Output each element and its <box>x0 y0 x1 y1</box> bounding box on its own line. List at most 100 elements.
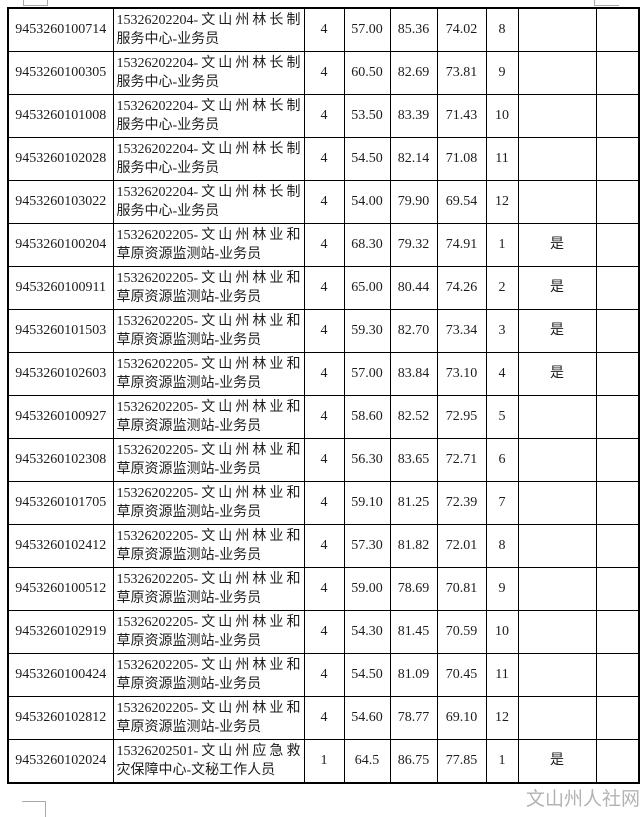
position-cell: 15326202205-文山州林业和 草原资源监测站-业务员 <box>112 696 305 740</box>
table-row: 9453260102919 15326202205-文山州林业和 草原资源监测站… <box>7 610 640 654</box>
remark-cell <box>595 223 640 267</box>
position-cell: 15326202501-文山州应急救 灾保障中心-文秘工作人员 <box>112 739 305 784</box>
rank-cell: 12 <box>485 180 519 224</box>
score-table: 9453260100714 15326202204-文山州林长制 服务中心-业务… <box>7 7 640 784</box>
interview-score-cell: 78.69 <box>389 567 438 611</box>
interview-score-cell: 82.14 <box>389 137 438 181</box>
remark-cell <box>595 137 640 181</box>
plan-count-cell: 4 <box>303 51 345 95</box>
position-line1: 15326202204-文山州林长制 <box>116 56 301 71</box>
plan-count-cell: 4 <box>303 7 345 52</box>
interview-score-cell: 82.69 <box>389 51 438 95</box>
position-line1: 15326202501-文山州应急救 <box>116 744 301 759</box>
qualified-flag-cell <box>517 180 597 224</box>
qualified-flag-cell: 是 <box>517 309 597 353</box>
rank-cell: 8 <box>485 524 519 568</box>
position-cell: 15326202205-文山州林业和 草原资源监测站-业务员 <box>112 438 305 482</box>
qualified-flag-cell <box>517 696 597 740</box>
remark-cell <box>595 395 640 439</box>
interview-score-cell: 82.70 <box>389 309 438 353</box>
candidate-id-cell: 9453260102812 <box>7 696 114 740</box>
written-score-cell: 57.30 <box>343 524 391 568</box>
remark-cell <box>595 481 640 525</box>
position-line2: 草原资源监测站-业务员 <box>116 548 262 563</box>
rank-cell: 3 <box>485 309 519 353</box>
position-cell: 15326202205-文山州林业和 草原资源监测站-业务员 <box>112 524 305 568</box>
position-line1: 15326202205-文山州林业和 <box>116 615 301 630</box>
total-score-cell: 74.26 <box>436 266 487 310</box>
plan-count-cell: 4 <box>303 352 345 396</box>
written-score-cell: 57.00 <box>343 352 391 396</box>
position-line1: 15326202205-文山州林业和 <box>116 486 301 501</box>
rank-cell: 4 <box>485 352 519 396</box>
qualified-flag-cell: 是 <box>517 352 597 396</box>
qualified-flag-cell <box>517 524 597 568</box>
table-row: 9453260102812 15326202205-文山州林业和 草原资源监测站… <box>7 696 640 740</box>
table-row: 9453260101705 15326202205-文山州林业和 草原资源监测站… <box>7 481 640 525</box>
position-line1: 15326202204-文山州林长制 <box>116 185 301 200</box>
plan-count-cell: 4 <box>303 266 345 310</box>
position-line1: 15326202204-文山州林长制 <box>116 13 301 28</box>
position-line1: 15326202205-文山州林业和 <box>116 443 301 458</box>
interview-score-cell: 82.52 <box>389 395 438 439</box>
candidate-id-cell: 9453260100927 <box>7 395 114 439</box>
remark-cell <box>595 180 640 224</box>
table-row: 9453260100927 15326202205-文山州林业和 草原资源监测站… <box>7 395 640 439</box>
plan-count-cell: 4 <box>303 610 345 654</box>
rank-cell: 2 <box>485 266 519 310</box>
position-cell: 15326202204-文山州林长制 服务中心-业务员 <box>112 180 305 224</box>
rank-cell: 10 <box>485 94 519 138</box>
position-line2: 服务中心-业务员 <box>116 161 220 176</box>
written-score-cell: 64.5 <box>343 739 391 784</box>
plan-count-cell: 4 <box>303 438 345 482</box>
rank-cell: 8 <box>485 7 519 52</box>
qualified-flag-cell <box>517 137 597 181</box>
remark-cell <box>595 567 640 611</box>
total-score-cell: 70.59 <box>436 610 487 654</box>
position-cell: 15326202204-文山州林长制 服务中心-业务员 <box>112 7 305 52</box>
position-line1: 15326202204-文山州林长制 <box>116 99 301 114</box>
qualified-flag-cell <box>517 7 597 52</box>
candidate-id-cell: 9453260102603 <box>7 352 114 396</box>
total-score-cell: 69.10 <box>436 696 487 740</box>
position-line1: 15326202204-文山州林长制 <box>116 142 301 157</box>
position-line1: 15326202205-文山州林业和 <box>116 228 301 243</box>
plan-count-cell: 4 <box>303 223 345 267</box>
position-line1: 15326202205-文山州林业和 <box>116 658 301 673</box>
plan-count-cell: 4 <box>303 309 345 353</box>
position-cell: 15326202205-文山州林业和 草原资源监测站-业务员 <box>112 610 305 654</box>
total-score-cell: 70.81 <box>436 567 487 611</box>
position-line1: 15326202205-文山州林业和 <box>116 529 301 544</box>
position-line2: 草原资源监测站-业务员 <box>116 290 262 305</box>
rank-cell: 11 <box>485 137 519 181</box>
table-row: 9453260100714 15326202204-文山州林长制 服务中心-业务… <box>7 7 640 52</box>
qualified-flag-cell <box>517 610 597 654</box>
candidate-id-cell: 9453260100305 <box>7 51 114 95</box>
position-cell: 15326202205-文山州林业和 草原资源监测站-业务员 <box>112 653 305 697</box>
qualified-flag-cell <box>517 567 597 611</box>
total-score-cell: 72.39 <box>436 481 487 525</box>
candidate-id-cell: 9453260100911 <box>7 266 114 310</box>
total-score-cell: 71.43 <box>436 94 487 138</box>
total-score-cell: 74.02 <box>436 7 487 52</box>
position-line2: 草原资源监测站-业务员 <box>116 677 262 692</box>
position-line2: 草原资源监测站-业务员 <box>116 591 262 606</box>
table-row: 9453260102028 15326202204-文山州林长制 服务中心-业务… <box>7 137 640 181</box>
crop-mark-top-left <box>23 0 48 6</box>
candidate-id-cell: 9453260100714 <box>7 7 114 52</box>
written-score-cell: 54.30 <box>343 610 391 654</box>
total-score-cell: 72.71 <box>436 438 487 482</box>
rank-cell: 10 <box>485 610 519 654</box>
written-score-cell: 65.00 <box>343 266 391 310</box>
written-score-cell: 53.50 <box>343 94 391 138</box>
rank-cell: 9 <box>485 51 519 95</box>
rank-cell: 6 <box>485 438 519 482</box>
total-score-cell: 71.08 <box>436 137 487 181</box>
total-score-cell: 77.85 <box>436 739 487 784</box>
crop-mark-top-right <box>594 0 619 6</box>
table-row: 9453260102308 15326202205-文山州林业和 草原资源监测站… <box>7 438 640 482</box>
position-line2: 草原资源监测站-业务员 <box>116 505 262 520</box>
position-line2: 草原资源监测站-业务员 <box>116 333 262 348</box>
candidate-id-cell: 9453260102308 <box>7 438 114 482</box>
rank-cell: 5 <box>485 395 519 439</box>
